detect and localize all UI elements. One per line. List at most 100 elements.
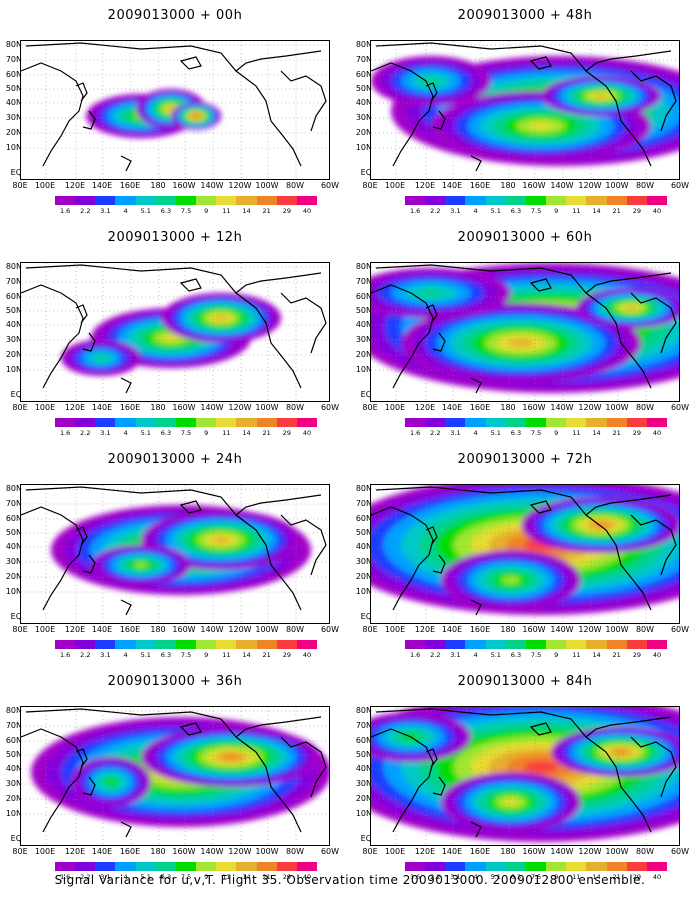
lat-tick-label: 60N [5,292,22,301]
variance-field [86,89,221,138]
lat-tick-label: 70N [5,499,22,508]
colorbar-swatch [276,640,297,649]
colorbar-label: 1.6 [409,873,421,881]
colorbar-swatch [606,862,627,871]
variance-field [61,293,281,376]
map-plot-area [20,484,330,624]
colorbar-label: 14 [242,651,251,659]
lat-tick-label: 10N [5,809,22,818]
colorbar-swatch [485,196,506,205]
lon-tick-label: 80W [635,847,655,856]
colorbar [55,196,318,205]
lon-tick-label: 180 [150,625,166,634]
coastline [25,486,302,611]
colorbar-swatch [646,640,668,649]
coastline [21,284,84,389]
coastline [425,82,438,102]
colorbar-label: 5.1 [490,429,501,437]
colorbar-label: 21 [262,429,271,437]
field-plot [371,41,679,179]
panel-title: 2009013000 + 12h [107,230,243,245]
coastline [280,514,327,576]
coastline [120,599,132,616]
colorbar-label: 14 [242,873,251,881]
colorbar-swatch [606,640,627,649]
colorbar-swatch [155,640,176,649]
contour-band [417,288,445,298]
colorbar-label: 2.2 [80,429,91,437]
coastline [630,736,677,798]
lat-tick-label: 70N [355,499,372,508]
colorbar-swatch [626,196,647,205]
colorbar-label: 21 [612,873,621,881]
lon-tick-label: 120W [228,847,252,856]
colorbar-swatch [546,418,567,427]
coastline [371,284,434,389]
lat-tick-label: 10N [5,143,22,152]
colorbar-label: 11 [222,651,231,659]
lat-tick-label: EQ [10,390,22,399]
panel-title: 2009013000 + 72h [457,452,593,467]
colorbar-label: 14 [242,207,251,215]
colorbar-label: 6.3 [510,207,522,215]
colorbar-swatch [216,196,237,205]
colorbar-label: 4 [473,207,478,215]
lat-tick-label: 20N [5,794,22,803]
map-panel: 2009013000 + 36h 80N 70N 60N 50N 40N 30N 20N 10N… [0,666,350,888]
colorbar-swatch [135,418,156,427]
colorbar-swatch [155,418,176,427]
contour-band [134,562,148,568]
contour-band [213,537,229,543]
colorbar-label: 1.6 [409,651,421,659]
colorbar-swatch [546,862,567,871]
colorbar-swatch [425,196,446,205]
coastline [529,278,552,292]
lon-tick-label: 100W [255,847,279,856]
lat-tick-label: 20N [355,572,372,581]
colorbar-swatch [525,196,547,205]
contour-band [167,107,175,111]
colorbar-label: 40 [652,651,662,659]
colorbar-swatch [75,418,96,427]
lon-tick-label: 80E [12,403,28,412]
lat-tick-label: 80N [355,706,372,715]
colorbar-swatch [405,418,426,427]
lat-tick-label: 50N [355,84,372,93]
lon-tick-label: 140W [550,625,574,634]
colorbar-label: 6.3 [160,651,172,659]
colorbar-swatch [505,418,526,427]
colorbar-label: 7.5 [530,207,542,215]
colorbar-swatch [505,196,526,205]
colorbar-swatch [405,196,426,205]
lat-tick-label: EQ [10,168,22,177]
colorbar [55,862,318,871]
coastline [235,50,322,72]
contour-band [528,122,554,130]
colorbar-swatch [606,418,627,427]
colorbar-label: 2.2 [80,873,91,881]
colorbar-swatch [586,862,607,871]
lat-tick-label: 70N [5,721,22,730]
coastline [371,728,434,833]
colorbar-swatch [405,640,426,649]
colorbar-label: 9 [554,207,559,215]
lon-tick-label: 100E [384,403,406,412]
colorbar-label: 9 [204,207,209,215]
panel-title: 2009013000 + 36h [107,674,243,689]
lat-tick-label: 60N [5,736,22,745]
colorbar-swatch [586,418,607,427]
map-plot-area [370,40,680,180]
lon-tick-label: 140W [200,403,224,412]
coastline [375,42,652,167]
coastline [529,500,552,514]
lon-tick-label: 160E [469,625,491,634]
colorbar-label: 3.1 [450,873,461,881]
lon-tick-label: 140E [441,847,463,856]
colorbar-swatch [216,418,237,427]
lon-tick-label: 80E [362,403,378,412]
colorbar-label: 29 [632,873,641,881]
lon-tick-label: 60W [670,625,690,634]
colorbar-label: 9 [554,873,559,881]
colorbar-swatch [256,862,277,871]
lat-tick-label: 40N [355,98,372,107]
